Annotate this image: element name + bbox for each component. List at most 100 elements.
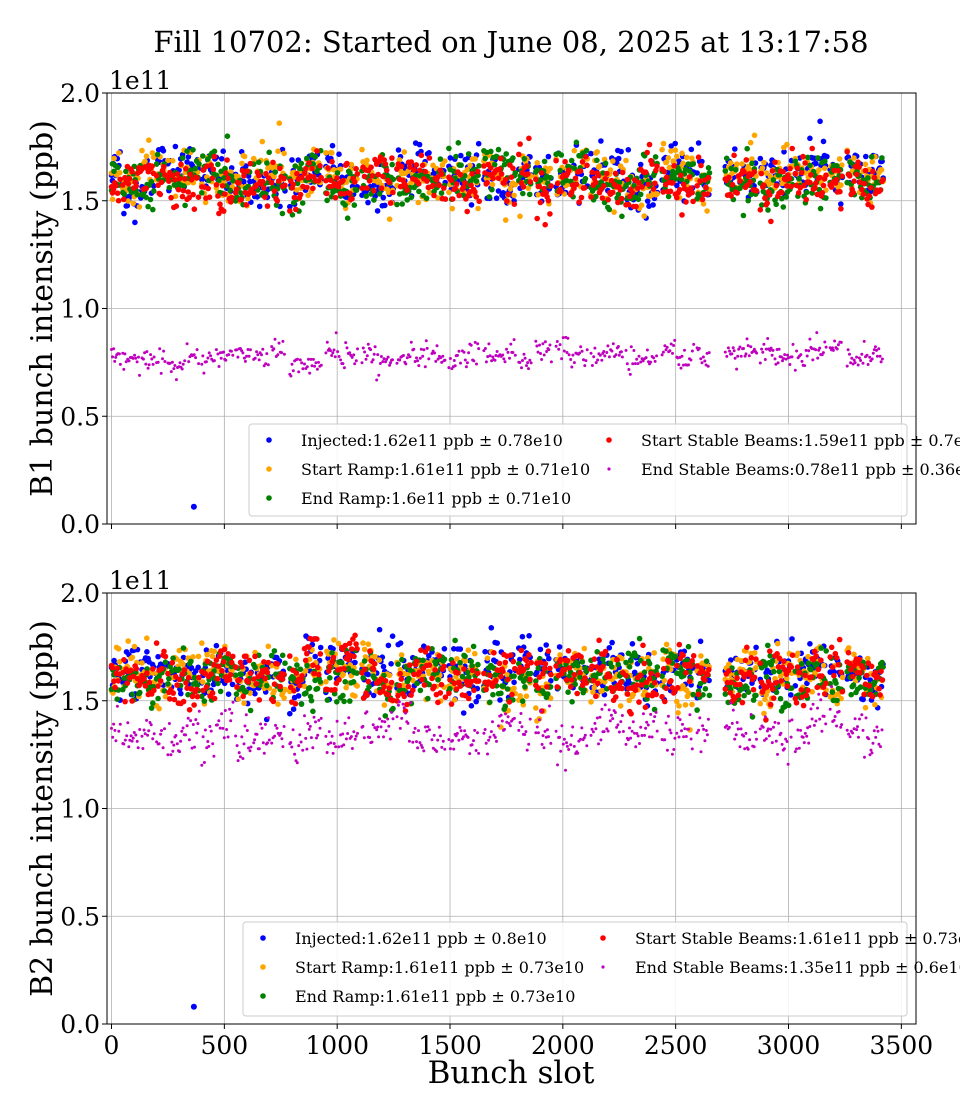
data-point: [707, 351, 711, 355]
data-point: [187, 171, 194, 178]
data-point: [386, 672, 393, 679]
data-point: [255, 350, 259, 354]
data-point: [628, 372, 632, 376]
data-point: [767, 192, 773, 198]
data-point: [807, 135, 813, 142]
data-point: [137, 355, 140, 359]
data-point: [582, 358, 585, 362]
data-point: [500, 668, 506, 675]
data-point: [230, 177, 236, 184]
data-point: [384, 360, 387, 364]
data-point: [762, 342, 766, 346]
data-point: [443, 358, 447, 362]
data-point: [387, 200, 394, 206]
data-point: [131, 356, 135, 360]
data-point: [238, 196, 244, 203]
data-point: [502, 357, 506, 361]
data-point: [676, 641, 683, 648]
data-point: [557, 656, 564, 663]
data-point: [214, 675, 221, 682]
data-point: [835, 661, 842, 668]
data-point: [350, 679, 357, 685]
data-point: [298, 701, 305, 707]
data-point: [511, 351, 515, 354]
data-point: [493, 358, 497, 362]
data-point: [639, 184, 645, 190]
data-point: [448, 177, 455, 183]
data-point: [757, 155, 764, 162]
data-point: [783, 194, 789, 200]
data-point: [821, 691, 828, 697]
data-point: [554, 180, 561, 187]
data-point: [770, 668, 777, 675]
data-point: [266, 149, 273, 156]
data-point: [220, 659, 227, 665]
data-point: [844, 148, 850, 155]
data-point: [191, 702, 197, 708]
data-point: [835, 167, 842, 174]
data-point: [650, 186, 657, 192]
data-point: [648, 670, 654, 677]
data-point: [227, 187, 233, 194]
data-point: [150, 700, 156, 706]
data-point: [361, 666, 368, 673]
data-point: [361, 646, 368, 653]
data-point: [579, 659, 586, 665]
data-point: [509, 342, 513, 346]
data-point: [770, 177, 777, 183]
data-point: [446, 690, 452, 697]
data-point: [150, 206, 156, 213]
data-point: [487, 699, 493, 706]
data-point: [633, 203, 639, 210]
data-point: [663, 648, 669, 654]
data-point: [147, 196, 154, 203]
data-point: [354, 646, 360, 652]
data-point: [114, 665, 121, 672]
data-point: [209, 354, 213, 358]
data-point: [615, 199, 621, 206]
data-point: [332, 686, 338, 693]
data-point: [541, 342, 545, 346]
data-point: [341, 698, 347, 705]
data-point: [817, 118, 823, 125]
data-point: [734, 190, 740, 196]
legend-box: [248, 423, 908, 517]
data-point: [429, 675, 435, 682]
data-point: [542, 661, 549, 667]
data-point: [498, 690, 504, 697]
data-point: [653, 359, 657, 363]
data-point: [745, 689, 752, 695]
data-point: [833, 680, 839, 686]
data-point: [236, 677, 242, 683]
data-point: [588, 194, 594, 200]
data-point: [619, 213, 625, 220]
data-point: [236, 180, 242, 186]
data-point: [680, 160, 686, 167]
data-point: [236, 355, 240, 359]
data-point: [218, 156, 225, 162]
data-point: [336, 350, 340, 354]
data-point: [442, 158, 448, 164]
data-point: [179, 193, 186, 200]
data-point: [823, 195, 829, 201]
data-point: [276, 353, 280, 357]
data-point: [458, 162, 464, 168]
data-point: [872, 701, 878, 708]
data-point: [808, 674, 815, 680]
data-point: [433, 661, 439, 667]
data-point: [529, 361, 533, 365]
data-point: [129, 654, 136, 661]
data-point: [490, 691, 496, 698]
data-point: [256, 203, 263, 210]
data-point: [704, 208, 710, 214]
data-point: [314, 148, 320, 154]
data-point: [268, 652, 275, 659]
data-point: [789, 145, 795, 152]
data-point: [455, 670, 461, 676]
data-point: [631, 669, 638, 676]
data-point: [787, 165, 793, 172]
data-point: [345, 346, 349, 350]
data-point: [426, 189, 433, 196]
data-point: [489, 181, 496, 188]
data-point: [172, 367, 176, 371]
